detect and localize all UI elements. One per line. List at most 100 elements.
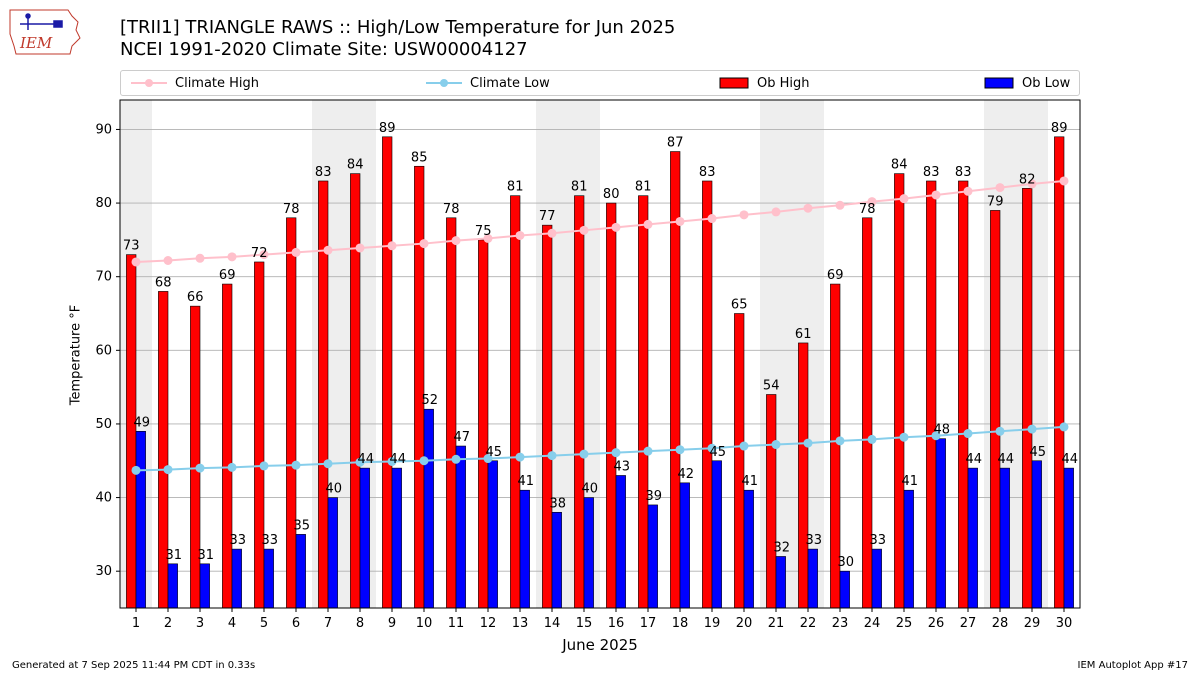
climate-low-point	[1027, 424, 1037, 434]
climate-high-point	[419, 239, 429, 249]
x-tick-label: 29	[1024, 616, 1041, 631]
x-tick-label: 18	[672, 616, 689, 631]
climate-low-point	[771, 440, 781, 450]
ob-low-bar	[263, 548, 274, 609]
climate-high-point	[771, 207, 781, 217]
climate-low-point	[547, 451, 557, 461]
climate-high-point	[1059, 176, 1069, 186]
ob-low-value-label: 39	[646, 489, 663, 504]
ob-high-bar	[606, 202, 617, 609]
climate-high-point	[291, 247, 301, 257]
ob-high-value-label: 83	[699, 165, 716, 180]
ob-low-value-label: 47	[454, 430, 471, 445]
legend-label: Ob High	[757, 75, 810, 91]
ob-low-value-label: 49	[134, 415, 151, 430]
ob-low-value-label: 44	[1062, 452, 1079, 467]
ob-high-bar	[510, 195, 521, 609]
y-tick-label: 50	[95, 417, 112, 432]
ob-high-bar	[254, 261, 265, 609]
ob-high-bar	[734, 313, 745, 609]
ob-low-value-label: 31	[166, 548, 183, 563]
ob-high-value-label: 78	[443, 202, 460, 217]
x-tick-label: 3	[196, 616, 204, 631]
ob-low-bar	[807, 548, 818, 609]
ob-high-bar	[414, 165, 425, 609]
climate-high-line	[135, 179, 1065, 263]
ob-high-value-label: 81	[571, 180, 588, 195]
y-axis-label: Temperature °F	[68, 304, 84, 406]
ob-low-value-label: 41	[742, 474, 759, 489]
ob-high-value-label: 66	[187, 290, 204, 305]
climate-high-point	[483, 233, 493, 243]
x-tick-label: 30	[1056, 616, 1073, 631]
x-tick-label: 11	[448, 616, 465, 631]
climate-high-point	[963, 186, 973, 196]
climate-low-point	[259, 461, 269, 471]
x-tick-label: 8	[356, 616, 364, 631]
ob-low-bar	[135, 431, 146, 609]
ob-high-bar	[350, 173, 361, 609]
ob-high-bar	[958, 180, 969, 609]
x-axis-label: June 2025	[562, 636, 638, 654]
ob-low-value-label: 35	[294, 518, 311, 533]
x-tick-label: 24	[864, 616, 881, 631]
ob-low-value-label: 45	[1030, 445, 1047, 460]
x-tick-label: 13	[512, 616, 529, 631]
ob-low-value-label: 44	[358, 452, 375, 467]
ob-low-bar	[775, 556, 786, 609]
x-tick-label: 5	[260, 616, 268, 631]
ob-high-value-label: 84	[347, 158, 364, 173]
ob-high-bar	[894, 173, 905, 609]
climate-high-point	[195, 253, 205, 263]
ob-high-value-label: 69	[219, 268, 236, 283]
ob-low-value-label: 44	[998, 452, 1015, 467]
climate-low-point	[419, 456, 429, 466]
climate-low-point	[739, 441, 749, 451]
climate-low-point	[803, 438, 813, 448]
climate-high-point	[803, 203, 813, 213]
y-tick-label: 60	[95, 343, 112, 358]
legend-item-climate-high: Climate High	[131, 71, 259, 95]
ob-low-value-label: 38	[550, 496, 567, 511]
ob-high-value-label: 80	[603, 187, 620, 202]
app-credit: IEM Autoplot App #17	[1077, 660, 1188, 671]
chart-subtitle: NCEI 1991-2020 Climate Site: USW00004127	[120, 39, 528, 60]
ob-high-value-label: 61	[795, 327, 812, 342]
ob-low-bar	[999, 467, 1010, 609]
x-tick-label: 20	[736, 616, 753, 631]
ob-high-bar	[638, 195, 649, 609]
x-tick-label: 26	[928, 616, 945, 631]
ob-high-value-label: 78	[283, 202, 300, 217]
chart-legend: Climate High Climate Low Ob High Ob Low	[120, 70, 1080, 96]
ob-low-value-label: 33	[870, 533, 887, 548]
ob-low-bar	[519, 489, 530, 609]
ob-high-bar	[382, 136, 393, 609]
ob-low-value-label: 48	[934, 423, 951, 438]
y-tick-label: 70	[95, 270, 112, 285]
ob-high-bar	[702, 180, 713, 609]
ob-low-value-label: 41	[902, 474, 919, 489]
ob-high-value-label: 77	[539, 209, 556, 224]
climate-high-point	[451, 236, 461, 246]
ob-low-value-label: 43	[614, 459, 631, 474]
climate-low-point	[643, 446, 653, 456]
climate-low-point	[835, 436, 845, 446]
legend-item-ob-low: Ob Low	[984, 71, 1070, 95]
x-tick-label: 17	[640, 616, 657, 631]
ob-low-value-label: 41	[518, 474, 535, 489]
climate-low-point	[675, 445, 685, 455]
y-tick-label: 40	[95, 491, 112, 506]
ob-high-bar	[478, 239, 489, 609]
ob-low-bar	[679, 482, 690, 609]
ob-high-bar	[318, 180, 329, 609]
x-tick-label: 25	[896, 616, 913, 631]
ob-high-bar	[926, 180, 937, 609]
ob-high-bar	[862, 217, 873, 609]
climate-low-point	[387, 456, 397, 466]
ob-low-bar	[1031, 460, 1042, 609]
climate-low-point	[899, 432, 909, 442]
x-tick-label: 6	[292, 616, 300, 631]
ob-low-value-label: 32	[774, 540, 791, 555]
ob-high-value-label: 75	[475, 224, 492, 239]
climate-high-point	[739, 210, 749, 220]
